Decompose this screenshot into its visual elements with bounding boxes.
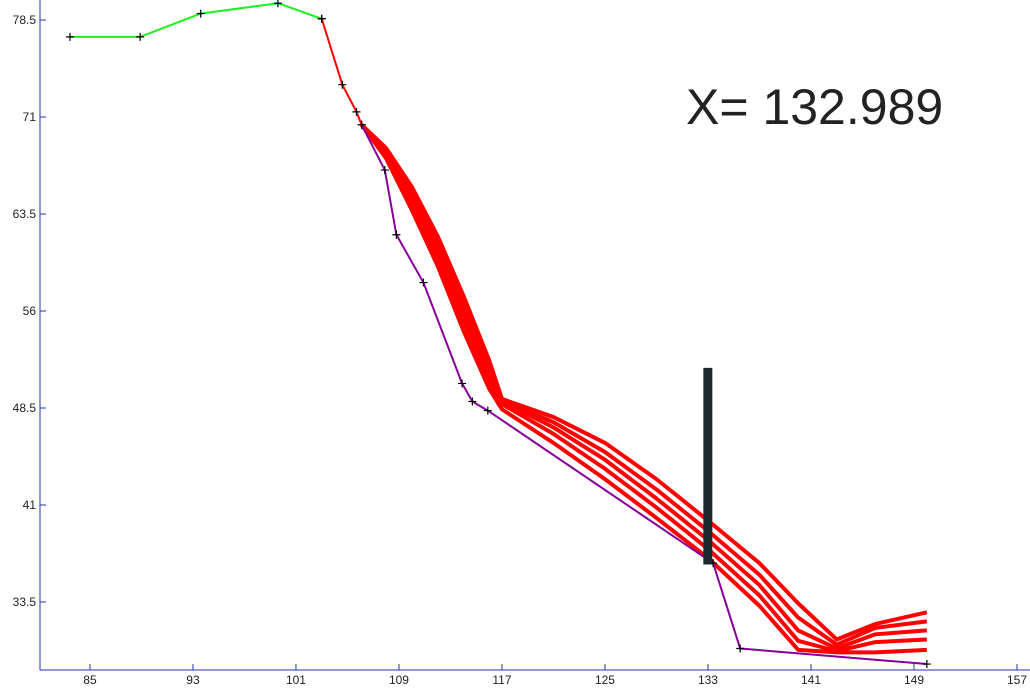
series-line (320, 18, 363, 126)
y-tick-label: 33.5 (13, 595, 37, 609)
y-tick-label: 71 (23, 110, 37, 124)
series-line (360, 123, 928, 647)
x-tick-label: 93 (186, 673, 200, 687)
x-tick-label: 125 (595, 673, 615, 687)
point-marker (317, 14, 326, 23)
x-tick-label: 149 (904, 673, 924, 687)
point-marker (196, 9, 205, 18)
point-marker (419, 278, 428, 287)
y-tick-label: 41 (23, 498, 37, 512)
point-marker (922, 660, 931, 669)
x-tick-label: 157 (1007, 673, 1027, 687)
point-marker (66, 32, 74, 41)
y-tick-label: 56 (23, 304, 37, 318)
annotation: X= 132.989 (686, 79, 943, 135)
point-marker (736, 644, 745, 653)
y-tick-label: 78.5 (13, 13, 37, 27)
point-marker (357, 120, 366, 129)
point-marker (273, 0, 282, 8)
point-marker (136, 32, 145, 41)
point-marker (458, 379, 467, 388)
x-tick-label: 117 (492, 673, 511, 687)
series-line (360, 123, 927, 654)
y-tick-label: 63.5 (13, 207, 37, 221)
y-tick-label: 48.5 (13, 401, 37, 415)
point-marker (483, 406, 492, 415)
point-marker (352, 107, 361, 116)
point-marker (392, 230, 401, 239)
x-tick-label: 109 (389, 673, 409, 687)
point-marker (468, 397, 477, 406)
series-line (360, 123, 928, 651)
x-tick-label: 141 (801, 673, 821, 687)
point-marker (338, 80, 347, 89)
series-line (360, 124, 927, 666)
point-marker (380, 166, 389, 175)
x-tick-label: 85 (83, 673, 97, 687)
series-line (70, 2, 323, 38)
x-tick-label: 133 (698, 673, 718, 687)
series-line (360, 123, 928, 642)
x-tick-label: 101 (286, 673, 306, 687)
series-line (360, 123, 927, 655)
